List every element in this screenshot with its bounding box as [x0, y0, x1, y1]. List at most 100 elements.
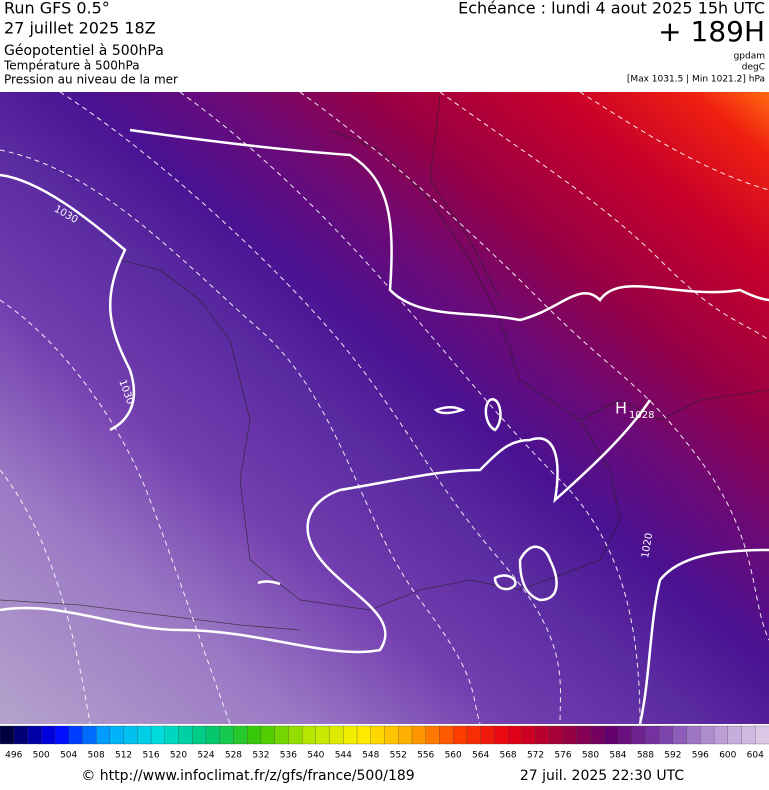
pressure-range: [Max 1031.5 | Min 1021.2] hPa — [627, 75, 765, 85]
color-swatch — [41, 725, 56, 745]
colorbar-label: 544 — [335, 751, 352, 761]
colorbar-label: 596 — [692, 751, 709, 761]
colorbar-label: 536 — [280, 751, 297, 761]
color-swatch — [398, 725, 413, 745]
color-swatch — [329, 725, 344, 745]
color-swatch — [617, 725, 633, 745]
color-swatch — [178, 725, 193, 745]
title: Géopotentiel à 500hPa — [4, 43, 164, 59]
colorbar-label: 584 — [609, 751, 626, 761]
colorbar-label: 592 — [664, 751, 681, 761]
color-swatch — [672, 725, 688, 745]
color-swatch — [425, 725, 441, 745]
colorbar: 496 500 504 508 512 516 520 524 528 532 536 540 544 5… — [0, 725, 769, 761]
colorbar-label: 568 — [499, 751, 516, 761]
color-swatch — [576, 725, 592, 745]
color-swatch — [604, 725, 619, 745]
color-swatch — [109, 725, 125, 745]
borders — [0, 94, 769, 631]
color-swatch — [233, 725, 248, 745]
color-swatch — [192, 725, 207, 745]
color-swatch — [535, 725, 550, 745]
timestamp: 27 juil. 2025 22:30 UTC — [520, 768, 685, 784]
color-swatch — [68, 725, 84, 745]
subtitle: Température à 500hPa — [3, 59, 140, 73]
color-swatch — [713, 725, 729, 745]
unit: gpdam — [734, 52, 765, 62]
colorbar-label: 552 — [390, 751, 407, 761]
color-swatch — [631, 725, 647, 745]
color-swatch — [439, 725, 454, 745]
color-swatch — [755, 725, 769, 745]
isotherms — [0, 92, 769, 724]
colorbar-label: 560 — [445, 751, 462, 761]
colorbar-label: 532 — [252, 751, 269, 761]
source: © http://www.infoclimat.fr/z/gfs/france/… — [81, 768, 414, 784]
colorbar-label: 504 — [60, 751, 77, 761]
color-swatch — [466, 725, 482, 745]
color-swatch — [315, 725, 331, 745]
color-swatch — [205, 725, 221, 745]
color-swatch — [453, 725, 468, 745]
color-swatch — [123, 725, 138, 745]
high-marker: H — [615, 399, 627, 418]
color-swatch — [150, 725, 166, 745]
color-swatch — [274, 725, 290, 745]
colorbar-label: 572 — [527, 751, 544, 761]
color-swatch — [27, 725, 42, 745]
valid-time: Echéance : lundi 4 aout 2025 15h UTC — [458, 0, 765, 18]
color-swatch — [137, 725, 152, 745]
color-swatch — [260, 725, 276, 745]
isobar-label: 1020 — [640, 532, 655, 559]
colorbar-label: 588 — [637, 751, 654, 761]
color-swatch — [411, 725, 427, 745]
color-swatch — [301, 725, 317, 745]
colorbar-label: 520 — [170, 751, 187, 761]
color-swatch — [288, 725, 303, 745]
map — [0, 92, 769, 724]
color-swatch — [0, 725, 15, 745]
run: 27 juillet 2025 18Z — [4, 19, 156, 38]
color-swatch — [741, 725, 756, 745]
color-swatch — [356, 725, 372, 745]
color-swatch — [645, 725, 660, 745]
color-swatch — [562, 725, 578, 745]
colorbar-label: 548 — [362, 751, 379, 761]
colorbar-label: 516 — [142, 751, 159, 761]
colorbar-label: 496 — [5, 751, 22, 761]
colorbar-label: 508 — [88, 751, 105, 761]
color-swatch — [370, 725, 386, 745]
color-swatch — [658, 725, 674, 745]
color-swatch — [494, 725, 509, 745]
lead-time: + 189H — [658, 15, 765, 48]
model: Run GFS 0.5° — [4, 0, 110, 18]
colorbar-label: 564 — [472, 751, 489, 761]
color-swatch — [727, 725, 743, 745]
color-swatch — [686, 725, 701, 745]
color-swatch — [384, 725, 399, 745]
unit: degC — [742, 63, 765, 73]
colorbar-label: 528 — [225, 751, 242, 761]
color-swatch — [13, 725, 29, 745]
color-swatch — [521, 725, 537, 745]
color-swatch — [95, 725, 111, 745]
color-swatch — [219, 725, 235, 745]
subtitle: Pression au niveau de la mer — [4, 73, 178, 87]
colorbar-label: 576 — [554, 751, 571, 761]
colorbar-label: 604 — [747, 751, 764, 761]
color-swatch — [54, 725, 70, 745]
color-swatch — [507, 725, 523, 745]
color-swatch — [82, 725, 97, 745]
color-swatch — [480, 725, 496, 745]
color-swatch — [343, 725, 358, 745]
color-swatch — [164, 725, 180, 745]
color-swatch — [549, 725, 564, 745]
colorbar-label: 500 — [33, 751, 50, 761]
colorbar-label: 512 — [115, 751, 132, 761]
color-swatch — [590, 725, 605, 745]
colorbar-label: 556 — [417, 751, 434, 761]
isobars — [0, 128, 769, 724]
colorbar-label: 580 — [582, 751, 599, 761]
colorbar-label: 600 — [719, 751, 736, 761]
